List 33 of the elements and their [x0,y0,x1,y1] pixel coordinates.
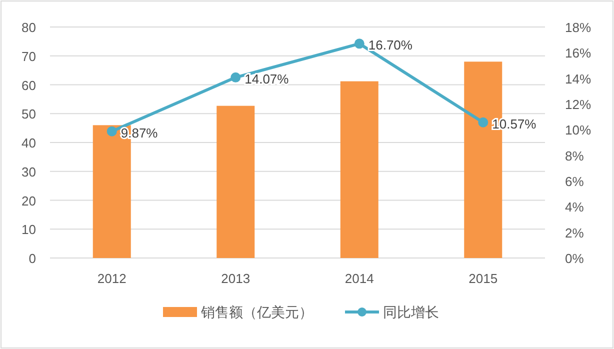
y-tick-label: 40 [22,136,36,150]
y-tick-label: 0 [28,251,36,266]
bar [340,81,378,258]
point [106,126,117,136]
legend-label: 销售额（亿美元） [200,304,313,320]
y2-tick-label: 14% [565,71,592,86]
legend-label: 同比增长 [383,304,439,320]
y-tick-label: 20 [22,193,36,208]
x-tick-label: 2012 [97,271,126,286]
x-tick-label: 2014 [344,271,374,286]
y-tick-label: 70 [22,48,36,64]
x-tick-label: 2013 [221,271,250,286]
y2-tick-label: 6% [565,174,584,189]
data-label: 16.70% [368,38,413,53]
y2-tick-label: 4% [565,200,584,215]
point [354,38,364,49]
y-tick-label: 80 [22,20,36,35]
y-tick-label: 30 [22,164,36,180]
x-tick-label: 2015 [468,271,498,286]
y2-tick-label: 0% [565,251,584,266]
y2-tick-label: 18% [565,20,592,35]
y-tick-label: 10 [22,222,36,238]
y2-tick-label: 10% [565,122,592,138]
y-tick-label: 60 [22,78,36,93]
bar [216,106,255,258]
data-label: 14.07% [244,71,290,86]
point [230,72,241,82]
point [478,117,488,128]
y2-tick-label: 12% [565,97,592,112]
y2-tick-label: 16% [565,46,592,61]
y2-tick-label: 8% [565,148,584,164]
y2-tick-label: 2% [565,225,584,240]
y-tick-label: 50 [22,106,36,122]
